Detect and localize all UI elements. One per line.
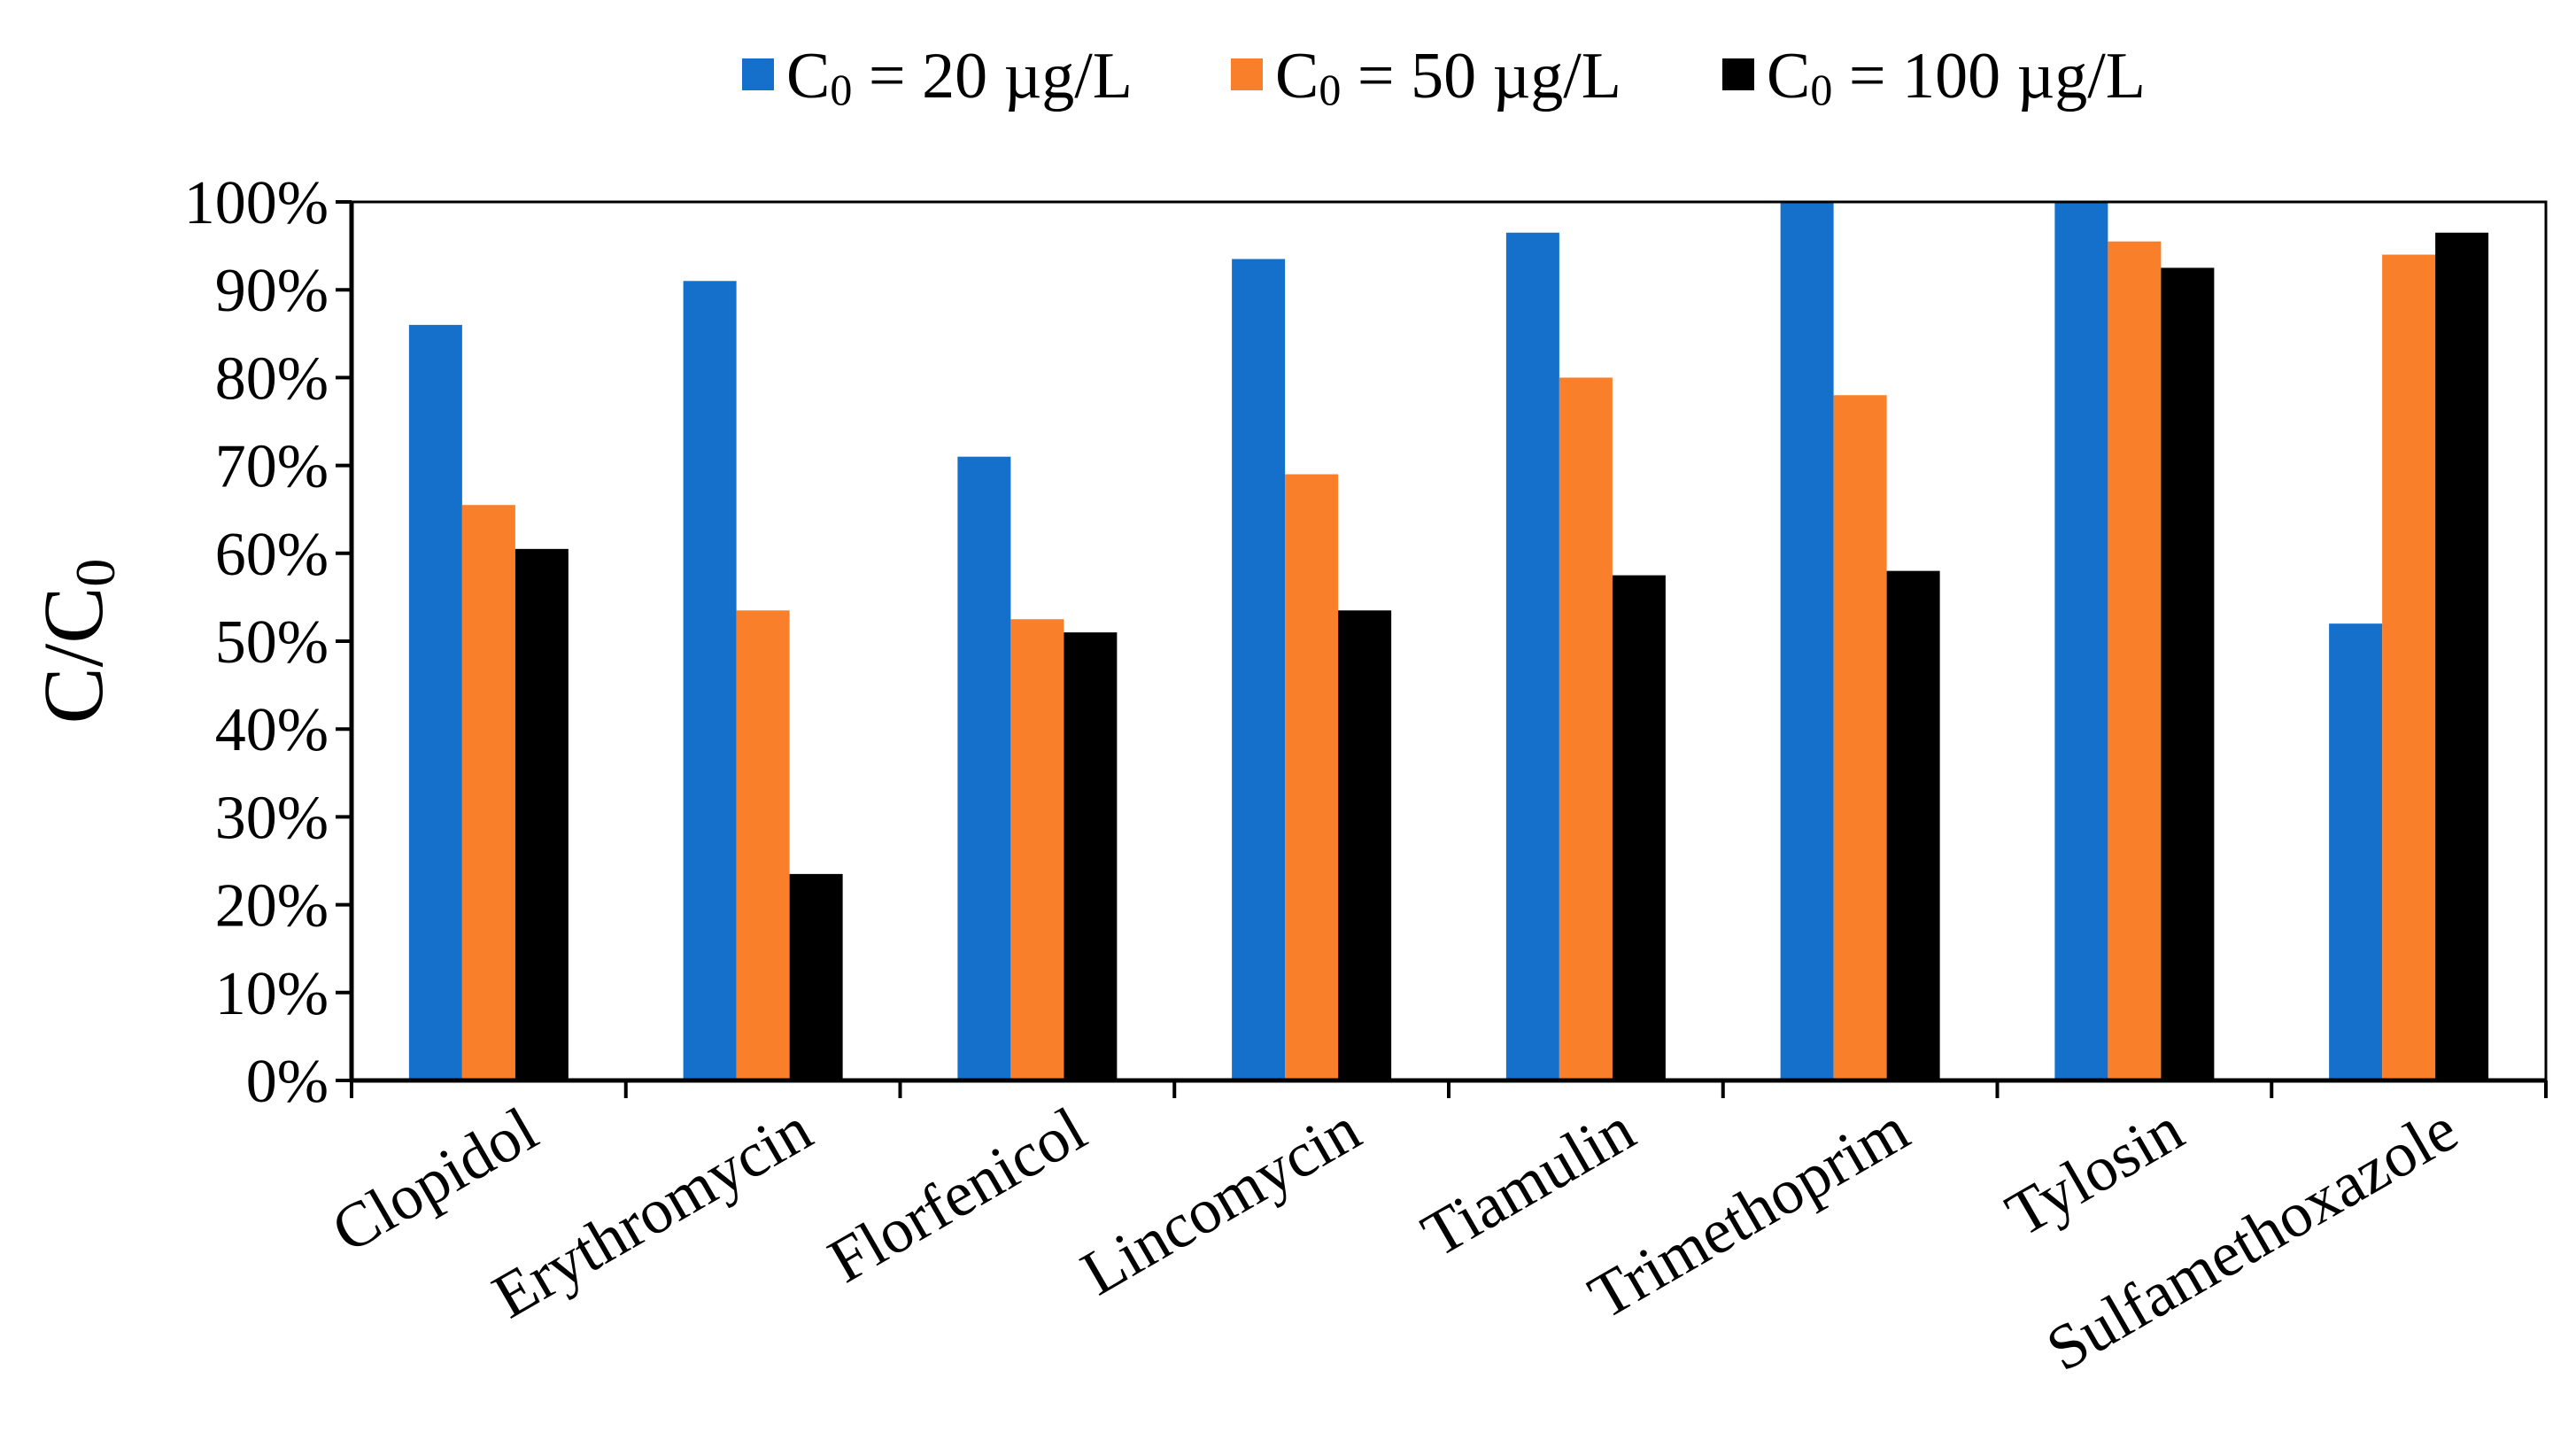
bar-tiamulin-series-3: [1612, 575, 1666, 1080]
y-tick-label: 30%: [215, 784, 329, 852]
bar-clopidol-series-1: [408, 324, 462, 1080]
bar-clopidol-series-2: [461, 505, 515, 1080]
x-category-label: Tylosin: [1994, 1094, 2194, 1250]
bar-trimethoprim-series-2: [1833, 395, 1887, 1080]
bar-florfenicol-series-2: [1010, 619, 1064, 1080]
bar-sulfamethoxazole-series-1: [2329, 623, 2383, 1080]
bar-tylosin-series-3: [2161, 267, 2215, 1080]
y-axis-label: C/C0: [26, 559, 127, 724]
legend-label-series-3: C0 = 100 µg/L: [1767, 40, 2146, 114]
bars-group: [408, 202, 2489, 1081]
axes-group: [349, 200, 2548, 1083]
bar-erythromycin-series-3: [789, 873, 843, 1080]
legend-swatch-series-3: [1722, 58, 1754, 90]
bar-florfenicol-series-1: [957, 456, 1011, 1080]
x-category-label: Clopidol: [321, 1094, 549, 1266]
y-tick-label: 60%: [215, 521, 329, 589]
legend-swatch-series-2: [1231, 58, 1263, 90]
bar-sulfamethoxazole-series-2: [2382, 254, 2436, 1080]
bar-lincomycin-series-1: [1232, 259, 1286, 1081]
plot-area-frame: [350, 200, 2548, 1082]
y-tick-label: 40%: [215, 696, 329, 764]
legend-swatch-series-1: [742, 58, 774, 90]
x-ticks-group: ClopidolErythromycinFlorfenicolLincomyci…: [321, 1080, 2548, 1385]
y-tick-label: 80%: [215, 345, 329, 413]
y-tick-label: 90%: [215, 257, 329, 325]
y-tick-label: 10%: [215, 960, 329, 1028]
bar-tylosin-series-2: [2108, 241, 2162, 1080]
bar-tiamulin-series-1: [1505, 232, 1559, 1081]
y-axis-label-group: C/C0: [26, 559, 127, 724]
bar-lincomycin-series-2: [1285, 474, 1339, 1080]
x-category-label: Lincomycin: [1070, 1094, 1372, 1309]
bar-sulfamethoxazole-series-3: [2435, 232, 2489, 1081]
y-ticks-group: 0% 10% 20% 30% 40% 50% 60% 70% 80% 90% 100%: [184, 169, 352, 1116]
y-tick-label: 50%: [215, 608, 329, 677]
y-tick-label: 70%: [215, 433, 329, 501]
bar-trimethoprim-series-1: [1780, 202, 1834, 1080]
legend: C0 = 20 µg/L C0 = 50 µg/L C0 = 100 µg/L: [742, 40, 2146, 114]
x-category-label: Tiamulin: [1410, 1094, 1645, 1271]
legend-label-series-2: C0 = 50 µg/L: [1275, 40, 1621, 114]
x-category-label: Florfenicol: [816, 1094, 1097, 1297]
y-tick-label: 0%: [246, 1048, 329, 1116]
bar-tylosin-series-1: [2054, 202, 2108, 1080]
y-tick-label: 20%: [215, 872, 329, 941]
bar-florfenicol-series-3: [1064, 632, 1118, 1080]
bar-clopidol-series-3: [514, 548, 569, 1080]
bar-tiamulin-series-2: [1559, 377, 1613, 1080]
bar-lincomycin-series-3: [1338, 610, 1392, 1080]
bar-erythromycin-series-1: [683, 281, 737, 1080]
y-tick-label: 100%: [184, 169, 329, 237]
bar-trimethoprim-series-3: [1886, 570, 1940, 1080]
bar-erythromycin-series-2: [736, 610, 790, 1080]
legend-label-series-1: C0 = 20 µg/L: [786, 40, 1133, 114]
